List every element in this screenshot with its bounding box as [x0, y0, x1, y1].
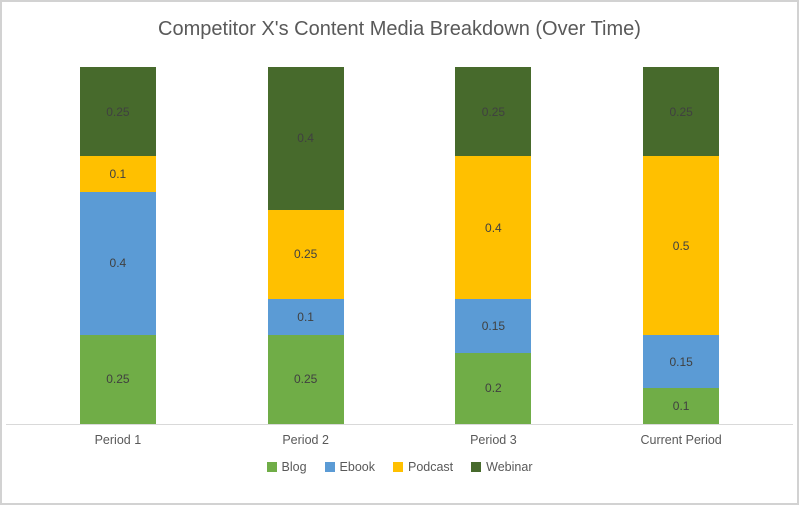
x-axis-labels: Period 1 Period 2 Period 3 Current Period — [24, 433, 775, 447]
x-axis-label: Period 2 — [282, 433, 329, 447]
legend-item-blog: Blog — [266, 460, 307, 474]
category-column: 0.25 0.4 0.1 0.25 — [24, 67, 212, 424]
data-label: 0.5 — [672, 238, 690, 253]
bar-segment-webinar: 0.25 — [79, 67, 156, 157]
bar-segment-podcast: 0.25 — [267, 209, 344, 300]
legend-swatch-icon — [266, 462, 277, 472]
stacked-bar: 0.25 0.4 0.1 0.25 — [79, 67, 156, 424]
bar-segment-ebook: 0.1 — [267, 299, 344, 335]
legend-swatch-icon — [392, 462, 403, 472]
bar-segment-webinar: 0.25 — [643, 67, 720, 157]
bar-segment-ebook: 0.15 — [643, 334, 720, 389]
bar-segment-ebook: 0.4 — [79, 191, 156, 335]
data-label: 0.2 — [485, 381, 502, 396]
bar-segment-webinar: 0.25 — [455, 67, 532, 157]
data-label: 0.1 — [109, 167, 127, 182]
data-label: 0.4 — [109, 256, 127, 271]
legend-item-ebook: Ebook — [324, 460, 375, 474]
data-label: 0.25 — [106, 372, 130, 387]
data-label: 0.4 — [485, 220, 502, 235]
data-label: 0.25 — [293, 372, 318, 387]
data-label: 0.1 — [297, 309, 314, 324]
data-label: 0.25 — [669, 104, 693, 119]
data-label: 0.25 — [293, 247, 318, 262]
bar-segment-webinar: 0.4 — [267, 67, 344, 210]
legend-swatch-icon — [324, 462, 335, 472]
category-column: 0.25 0.1 0.25 0.4 — [212, 67, 400, 424]
data-label: 0.1 — [672, 399, 690, 414]
x-axis-label: Period 1 — [94, 433, 142, 447]
data-label: 0.15 — [669, 354, 693, 369]
x-axis-line — [6, 424, 793, 425]
category-column: 0.1 0.15 0.5 0.25 — [587, 67, 775, 424]
category-column: 0.2 0.15 0.4 0.25 — [400, 67, 588, 424]
legend-label: Webinar — [486, 460, 533, 474]
legend-label: Blog — [281, 460, 307, 474]
stacked-bar: 0.25 0.1 0.25 0.4 — [267, 67, 344, 424]
legend: Blog Ebook Podcast Webinar — [2, 460, 797, 474]
chart-title: Competitor X's Content Media Breakdown (… — [158, 18, 641, 40]
bar-segment-podcast: 0.5 — [643, 156, 720, 335]
bar-segment-blog: 0.1 — [643, 388, 720, 424]
data-label: 0.25 — [481, 104, 506, 119]
bar-segment-podcast: 0.4 — [455, 156, 532, 300]
stacked-bar: 0.1 0.15 0.5 0.25 — [643, 67, 720, 424]
data-label: 0.15 — [481, 318, 506, 333]
data-label: 0.25 — [106, 104, 130, 119]
legend-item-webinar: Webinar — [471, 460, 532, 474]
bar-segment-ebook: 0.15 — [455, 299, 532, 353]
x-axis-label: Current Period — [640, 433, 722, 447]
legend-label: Ebook — [339, 460, 375, 474]
bar-segment-blog: 0.25 — [79, 334, 156, 424]
data-label: 0.4 — [297, 131, 314, 146]
plot-area: 0.25 0.4 0.1 0.25 0.25 0.1 0.25 0.4 0.2 0.15 0.4 0.… — [24, 67, 775, 424]
legend-item-podcast: Podcast — [392, 460, 454, 474]
bar-segment-blog: 0.25 — [267, 334, 344, 424]
legend-label: Podcast — [407, 460, 454, 474]
bar-segment-blog: 0.2 — [455, 352, 532, 424]
stacked-bar: 0.2 0.15 0.4 0.25 — [455, 67, 532, 424]
bar-segment-podcast: 0.1 — [79, 156, 156, 192]
x-axis-label: Period 3 — [470, 433, 517, 447]
legend-swatch-icon — [471, 462, 482, 472]
